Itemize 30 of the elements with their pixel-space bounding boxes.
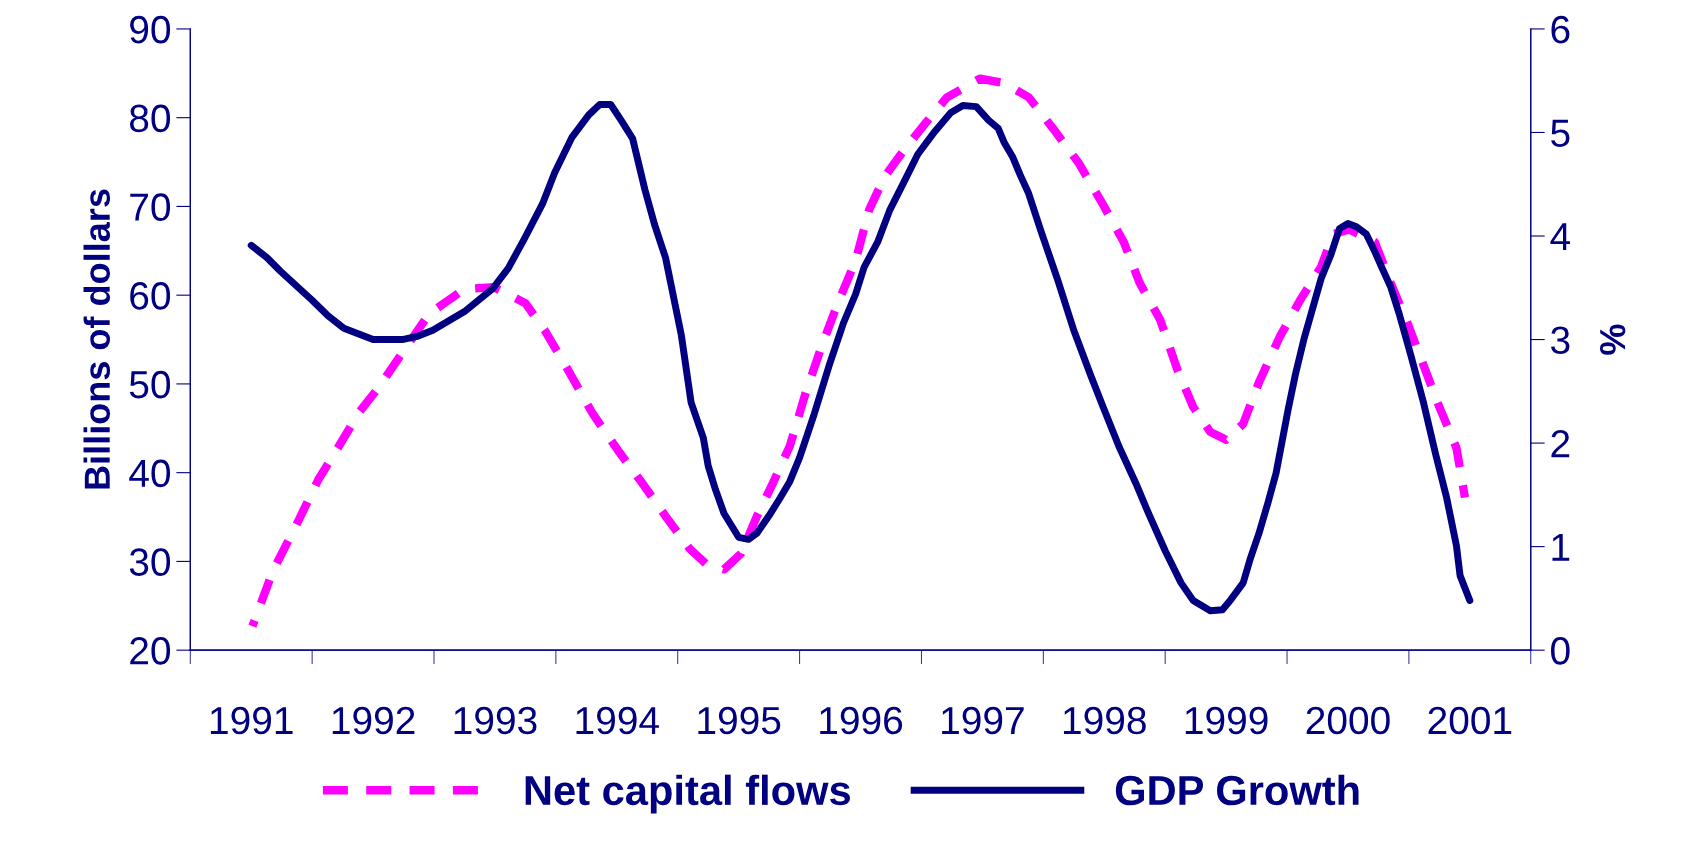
y-tick-label: 80 (129, 104, 171, 133)
y2-tick-label: 5 (1551, 119, 1570, 147)
y-tick-label: 20 (130, 637, 171, 665)
x-tick-label: 1994 (576, 706, 659, 735)
x-tick-label: 1996 (820, 706, 903, 735)
y-tick-label: 70 (130, 193, 171, 221)
y-tick-label: 30 (129, 548, 171, 576)
y-tick-label: 50 (129, 370, 171, 399)
y2-axis-title: % (1599, 324, 1626, 355)
legend-label: Net capital flows (525, 774, 850, 814)
y2-tick-label: 6 (1551, 15, 1570, 44)
y-tick-label: 60 (130, 282, 171, 310)
x-tick-label: 1991 (210, 706, 293, 735)
y2-tick-label: 0 (1551, 637, 1570, 665)
x-tick-label: 1993 (454, 706, 537, 735)
x-tick-label: 2001 (1428, 706, 1512, 735)
y2-tick-label: 2 (1551, 430, 1570, 458)
y-axis-title: Billions of dollars (83, 189, 111, 489)
legend-label: GDP Growth (1115, 774, 1359, 806)
x-tick-label: 1995 (698, 706, 781, 735)
x-tick-label: 1998 (1063, 706, 1146, 735)
x-tick-label: 1999 (1185, 706, 1268, 735)
y-tick-label: 40 (129, 459, 171, 488)
y2-tick-label: 3 (1550, 326, 1570, 355)
y2-tick-label: 4 (1550, 223, 1570, 251)
y-tick-label: 90 (130, 15, 171, 44)
x-tick-label: 1997 (942, 706, 1024, 735)
y2-tick-label: 1 (1552, 533, 1570, 561)
x-tick-label: 1992 (332, 706, 415, 735)
x-tick-label: 2000 (1306, 706, 1390, 735)
